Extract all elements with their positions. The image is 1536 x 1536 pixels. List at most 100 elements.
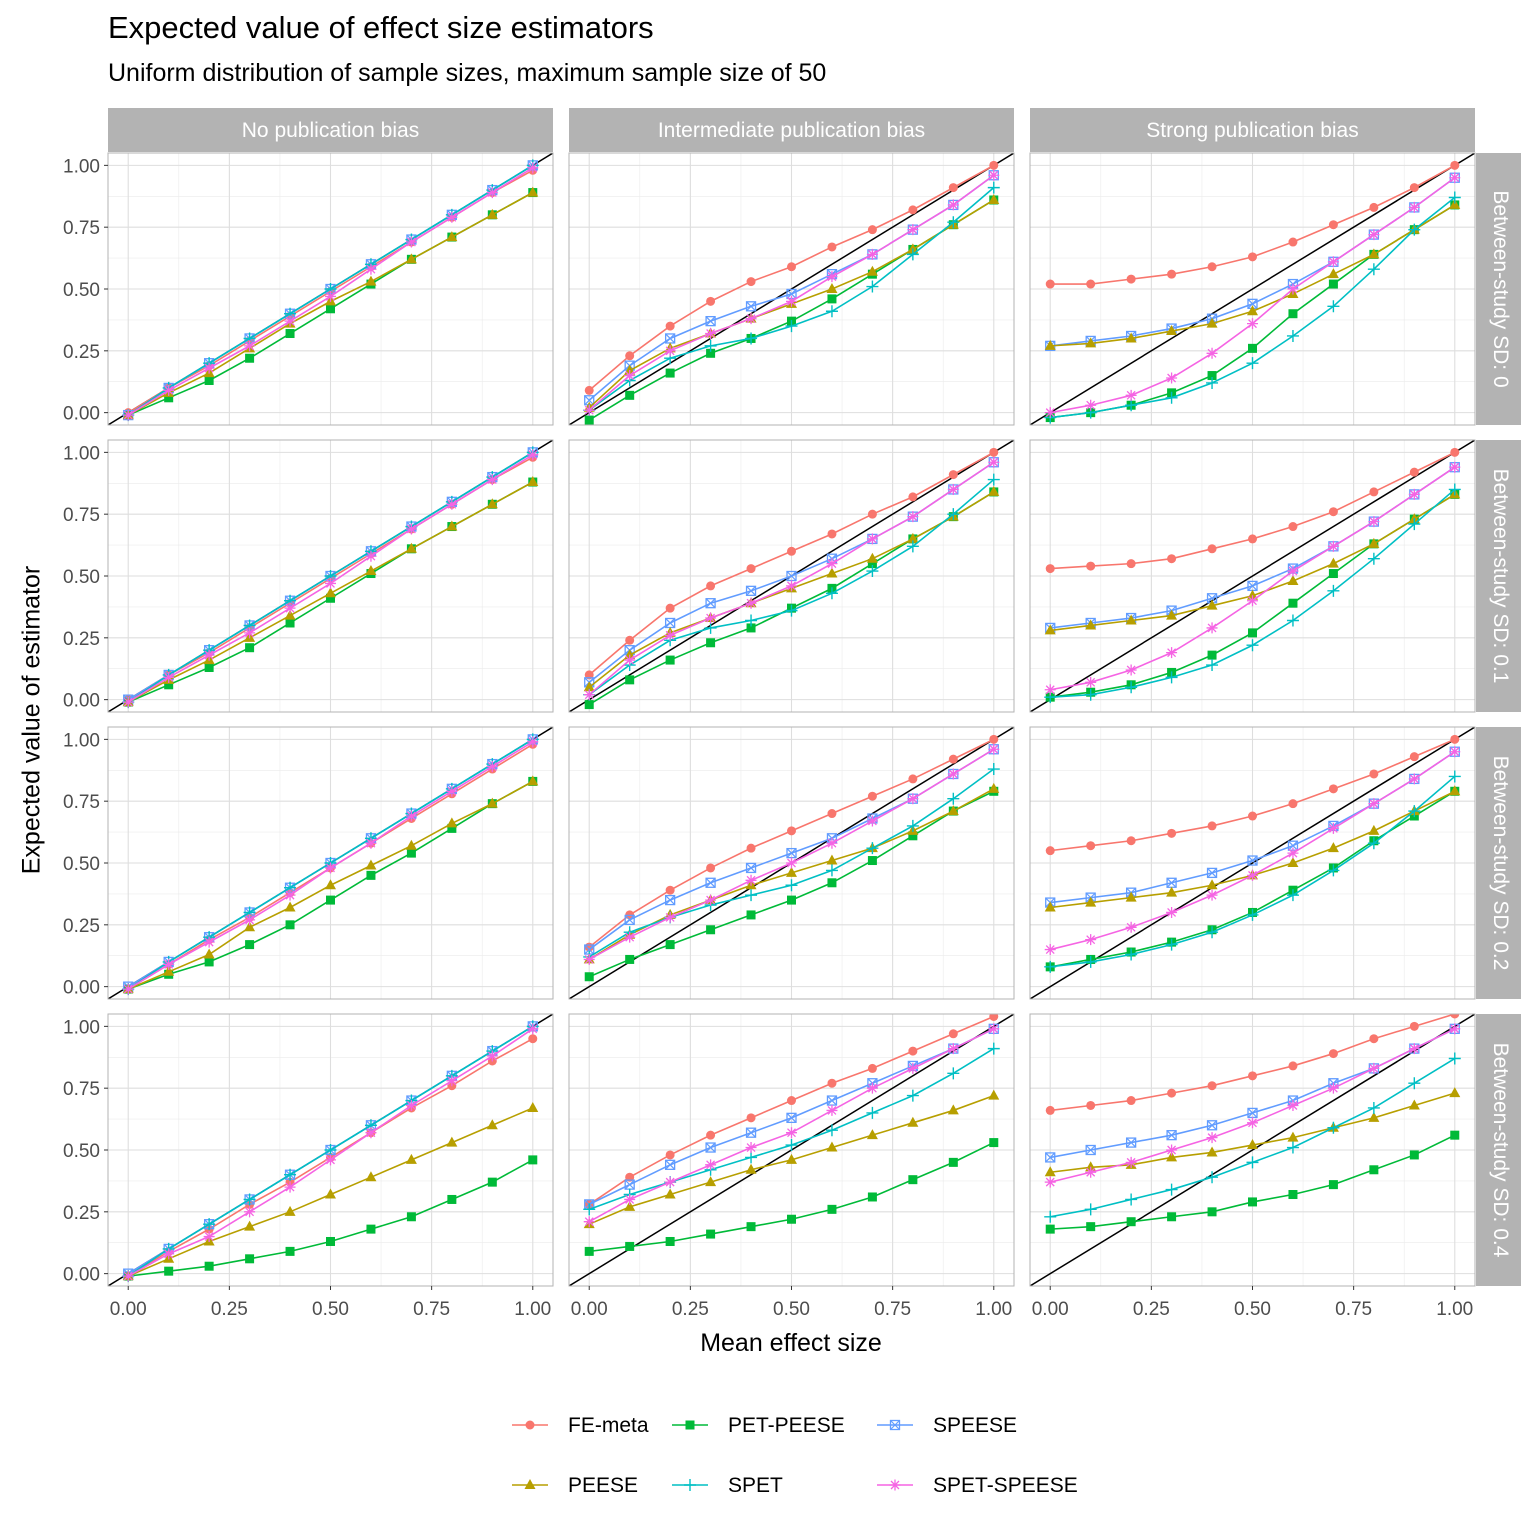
data-point-spet-speese <box>624 931 636 943</box>
data-point-fe-meta <box>908 205 918 215</box>
row-strip-label: Between-study SD: 0.4 <box>1489 1043 1512 1258</box>
y-tick-label: 1.00 <box>63 156 100 177</box>
data-point-spet-speese <box>705 1159 717 1171</box>
data-point-spet <box>947 508 960 521</box>
data-point-spet-speese <box>527 449 539 461</box>
data-point-fe-meta <box>787 262 796 272</box>
data-point-pet-peese <box>706 1229 716 1239</box>
legend-item-peese: PEESE <box>512 1474 638 1497</box>
data-point-fe-meta <box>948 183 958 193</box>
data-point-spet-speese <box>244 340 256 352</box>
data-point-spet-speese <box>664 345 676 357</box>
data-point-pet-peese <box>326 1236 335 1246</box>
data-point-spet <box>785 320 798 333</box>
data-point-pet-peese <box>245 353 255 363</box>
data-point-spet-speese <box>1125 664 1137 676</box>
data-point-peese <box>583 681 595 692</box>
data-point-pet-peese <box>204 957 214 967</box>
data-point-spet <box>1286 614 1299 627</box>
data-point-pet-peese <box>1450 1130 1460 1140</box>
data-point-peese <box>527 186 539 197</box>
data-point-spet-speese <box>1044 684 1056 696</box>
data-point-spet <box>1084 955 1097 968</box>
x-tick-label: 0.75 <box>413 1299 450 1320</box>
y-tick-label: 1.00 <box>63 730 100 751</box>
data-point-speese <box>745 301 757 312</box>
series-spet-speese <box>122 162 539 421</box>
data-point-spet <box>1327 300 1340 313</box>
x-tick-label: 0.00 <box>571 1299 608 1320</box>
data-point-peese <box>405 839 417 850</box>
reference-line-y-equals-x <box>1030 727 1475 999</box>
data-point-fe-meta <box>867 1063 877 1073</box>
data-point-peese <box>446 520 458 531</box>
data-point-spet <box>1125 948 1138 961</box>
column-strip-label: Intermediate publication bias <box>658 119 925 142</box>
data-point-peese <box>1327 842 1339 853</box>
data-point-fe-meta <box>1369 1034 1379 1044</box>
data-point-spet-speese <box>486 474 498 486</box>
data-point-spet-speese <box>486 187 498 199</box>
data-point-speese <box>1045 1152 1056 1163</box>
panel-data <box>1030 153 1475 425</box>
data-point-spet <box>583 1203 596 1216</box>
data-point-spet <box>1084 688 1097 701</box>
data-point-fe-meta <box>665 321 675 331</box>
data-point-spet <box>745 614 758 627</box>
data-point-spet <box>203 1218 216 1231</box>
data-point-speese <box>1247 855 1258 866</box>
data-point-fe-meta <box>989 160 999 170</box>
x-tick-label: 0.50 <box>312 1299 349 1320</box>
data-point-spet <box>866 842 879 855</box>
data-point-spet-speese <box>1449 172 1461 184</box>
data-point-spet <box>1286 329 1299 342</box>
data-point-speese <box>705 315 716 327</box>
data-point-pet-peese <box>245 940 255 950</box>
panel-data <box>108 153 553 425</box>
data-point-speese <box>705 877 716 888</box>
data-point-spet <box>906 540 919 553</box>
series-spet-speese <box>1044 746 1461 956</box>
data-point-pet-peese <box>245 1254 255 1264</box>
data-point-pet-peese <box>204 1261 214 1271</box>
data-point-peese <box>325 1188 336 1199</box>
data-point-spet <box>745 1151 758 1164</box>
data-point-fe-meta <box>1126 836 1136 846</box>
row-strip-label: Between-study SD: 0 <box>1489 190 1512 387</box>
data-point-spet-speese <box>988 743 1000 755</box>
data-point-peese <box>365 565 377 576</box>
data-point-spet <box>1327 1121 1340 1134</box>
data-point-spet <box>1084 1203 1097 1216</box>
panel-r2-c3 <box>1029 439 1476 713</box>
data-point-pet-peese <box>285 920 295 930</box>
data-point-speese <box>1125 1137 1137 1148</box>
data-point-fe-meta <box>1207 544 1217 554</box>
panel-data <box>569 440 1014 712</box>
data-point-fe-meta <box>1207 1081 1217 1091</box>
panel-r2-c1 <box>107 439 554 713</box>
data-point-spet-speese <box>1206 622 1218 634</box>
data-point-spet-speese <box>1368 516 1380 528</box>
data-point-spet <box>906 819 919 832</box>
data-point-fe-meta <box>1328 784 1338 794</box>
data-point-spet-speese <box>244 627 256 639</box>
data-point-peese <box>1206 1146 1218 1157</box>
data-point-spet-speese <box>527 1023 539 1035</box>
data-point-speese <box>705 598 716 609</box>
data-point-spet <box>1367 263 1380 276</box>
data-point-fe-meta <box>948 754 958 764</box>
data-point-fe-meta <box>746 277 756 287</box>
data-point-fe-meta <box>1167 828 1177 838</box>
column-strip-label: Strong publication bias <box>1146 119 1358 142</box>
data-point-fe-meta <box>989 447 999 457</box>
data-point-peese <box>163 965 175 976</box>
data-point-spet <box>866 565 879 578</box>
data-point-spet <box>785 879 798 892</box>
data-point-spet-speese <box>446 785 458 797</box>
data-point-spet-speese <box>446 498 458 510</box>
data-point-peese <box>284 609 296 620</box>
data-point-spet-speese <box>163 384 175 396</box>
legend-label: SPET <box>728 1474 783 1497</box>
data-point-spet <box>1286 1141 1299 1154</box>
